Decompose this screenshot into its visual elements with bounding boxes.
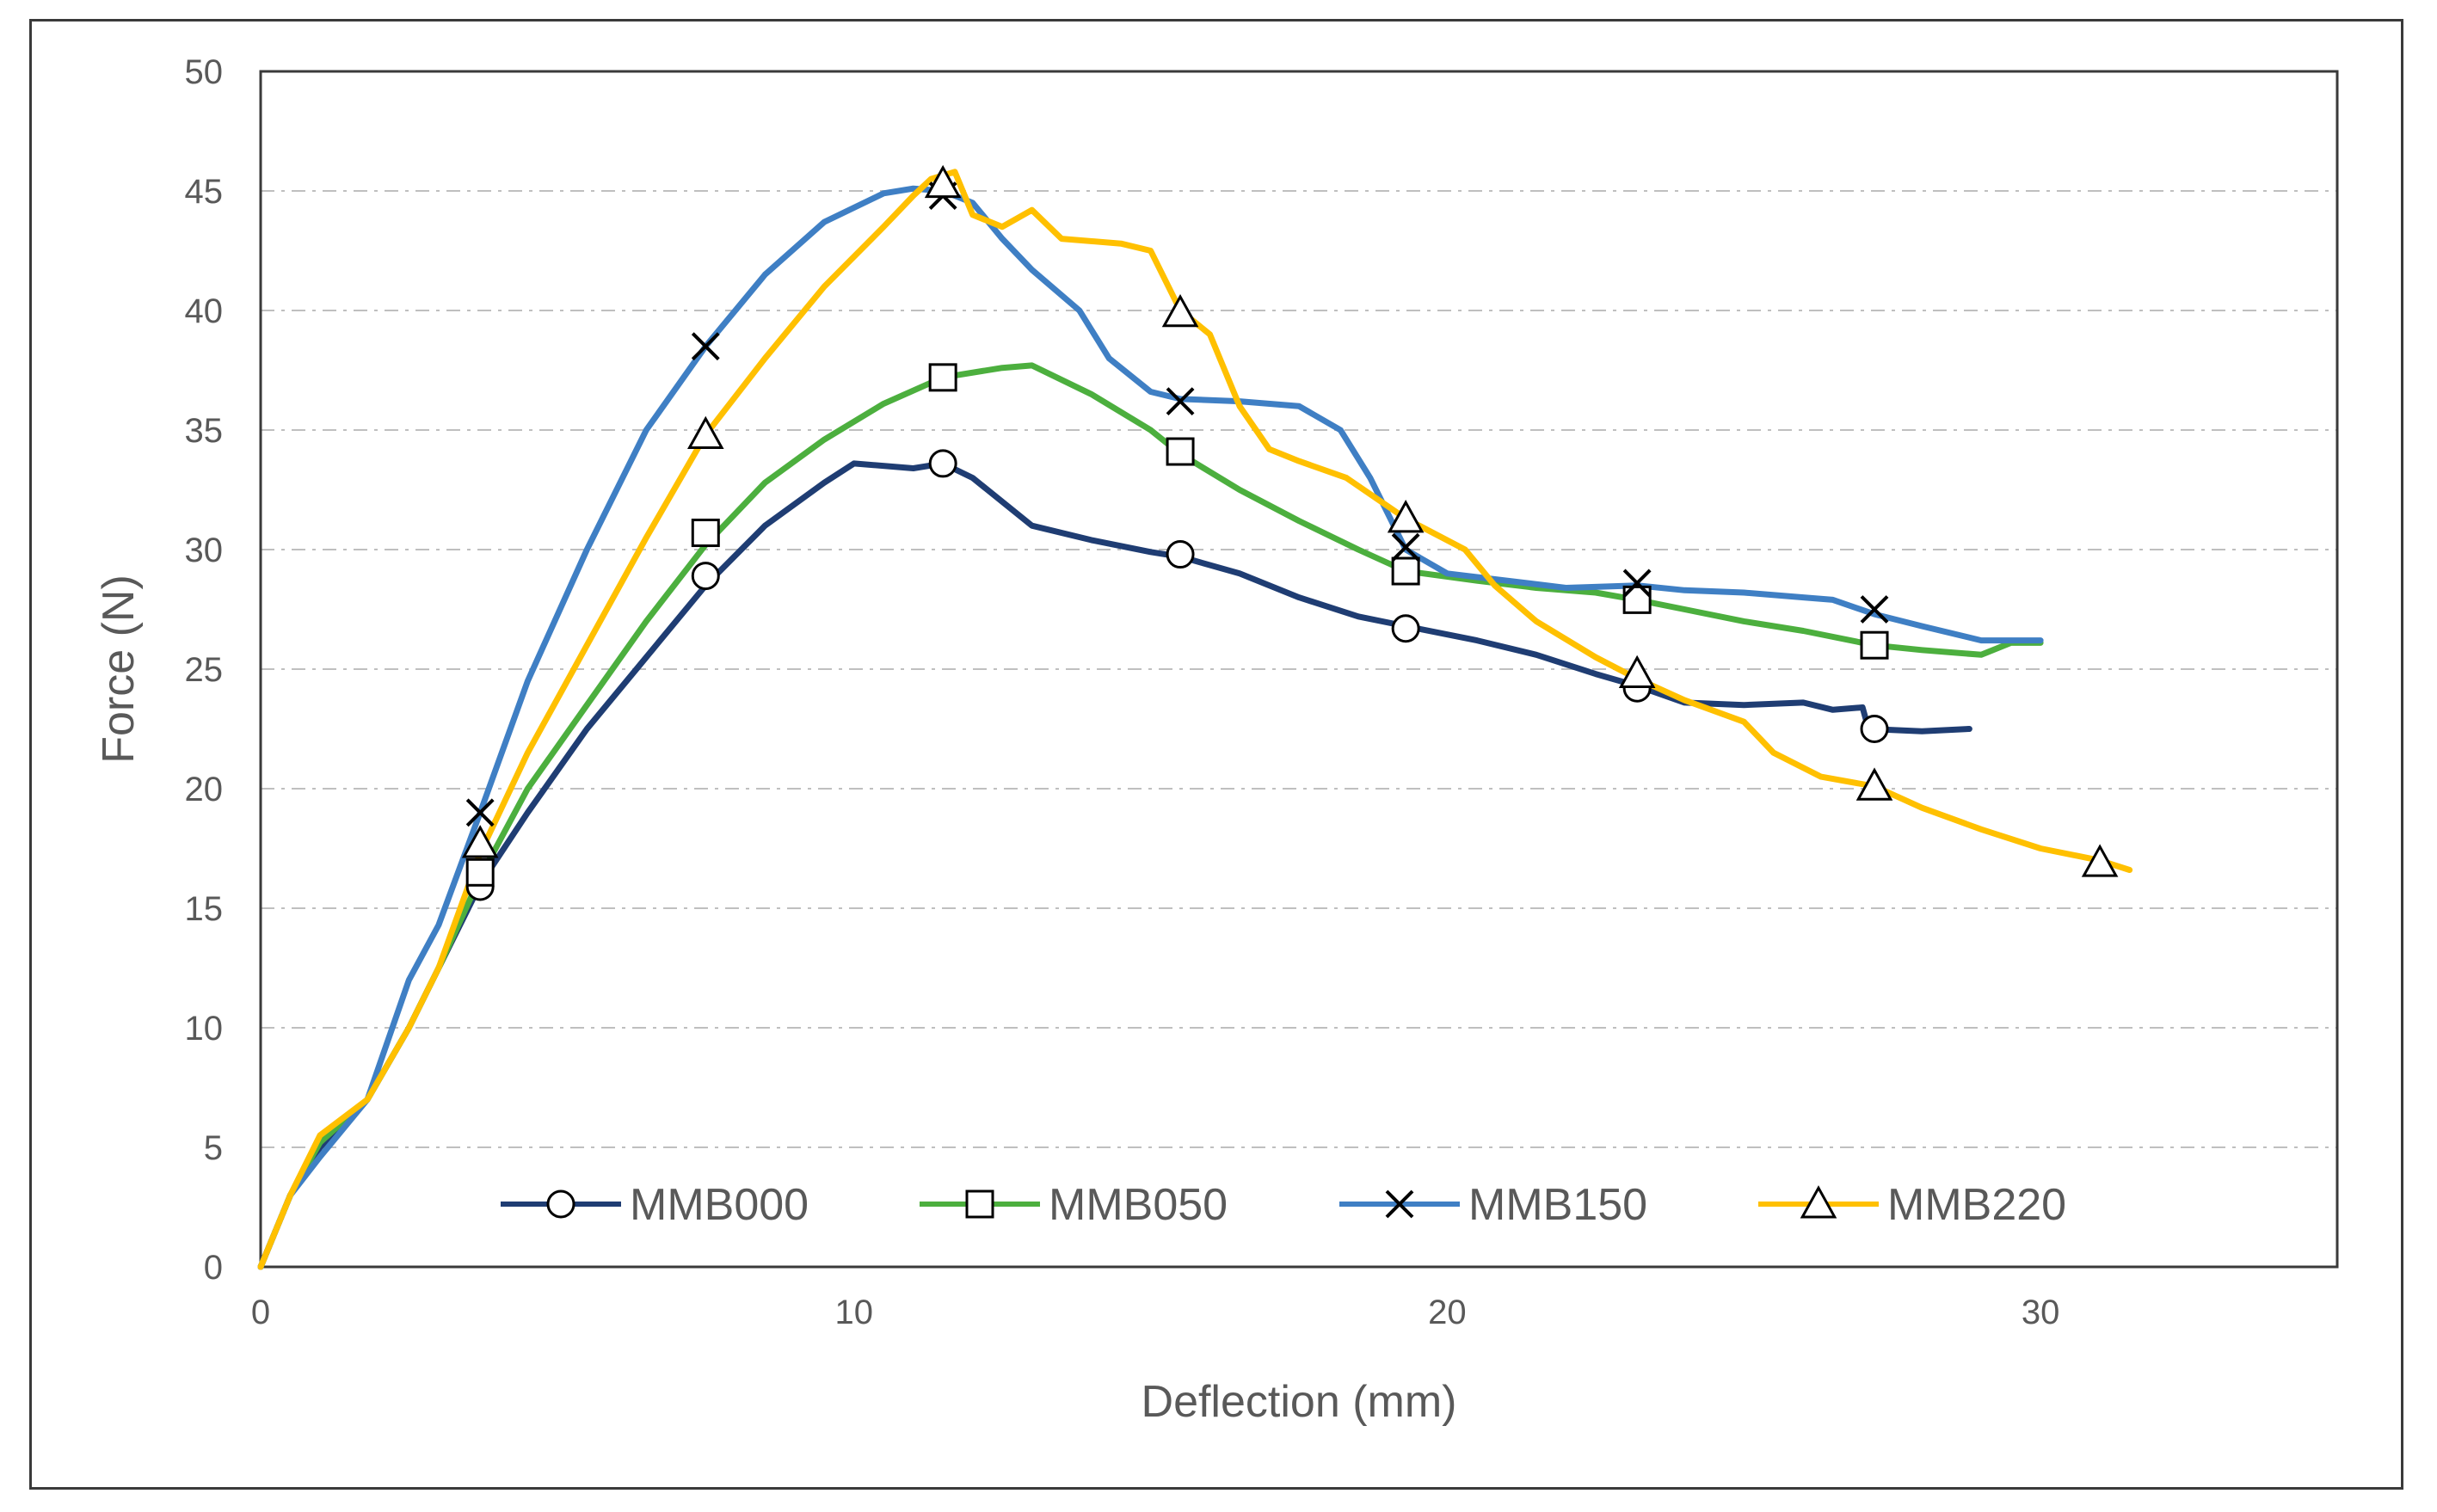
- x-stroke: [1622, 569, 1652, 598]
- data-point-mmb050: [1166, 437, 1195, 466]
- y-tick-label: 50: [185, 53, 224, 91]
- legend-label-mmb220: MMB220: [1887, 1180, 2066, 1230]
- series-line-mmb150: [257, 185, 2044, 1270]
- y-tick-label: 5: [204, 1129, 223, 1167]
- data-point-mmb050: [928, 363, 957, 392]
- data-point-mmb220: [1161, 293, 1199, 328]
- line-chart: 0 5 10 15 20 25 30 35 40 45 50 0 10 20 30 Deflection (…: [94, 53, 2339, 1427]
- data-point-mmb050: [465, 857, 495, 887]
- legend: MMB000 MMB050 MMB150 MMB220: [501, 1180, 2066, 1230]
- series-markers: [461, 164, 2119, 901]
- data-point-mmb150: [1166, 387, 1195, 416]
- data-point-mmb150: [691, 332, 720, 361]
- legend-label-mmb150: MMB150: [1468, 1180, 1647, 1230]
- x-stroke: [1166, 387, 1195, 416]
- x-tick-label: 30: [2022, 1294, 2060, 1331]
- x-tick-label: 0: [251, 1294, 270, 1331]
- data-point-mmb000: [928, 449, 957, 478]
- series-lines: [257, 169, 2133, 1270]
- data-point-mmb150: [465, 798, 495, 827]
- x-axis-title: Deflection (mm): [1142, 1377, 1457, 1427]
- legend-marker-mmb150: [1385, 1189, 1414, 1219]
- x-stroke: [1391, 532, 1420, 562]
- y-tick-label: 0: [204, 1249, 223, 1287]
- data-point-mmb220: [924, 164, 962, 199]
- grid-lines: [261, 190, 2337, 1148]
- data-point-mmb000: [1166, 540, 1195, 569]
- series-line-mmb000: [257, 460, 1972, 1270]
- chart-frame: 0 5 10 15 20 25 30 35 40 45 50 0 10 20 30 Deflection (…: [29, 19, 2403, 1490]
- data-point-mmb000: [1391, 614, 1420, 643]
- series-line-mmb220: [257, 169, 2133, 1270]
- data-point-mmb000: [691, 562, 720, 591]
- x-tick-label: 10: [834, 1294, 873, 1331]
- legend-label-mmb000: MMB000: [630, 1180, 809, 1230]
- data-point-mmb050: [1860, 630, 1889, 660]
- data-point-mmb050: [691, 519, 720, 548]
- y-tick-label: 15: [185, 890, 224, 928]
- x-stroke: [465, 798, 495, 827]
- data-point-mmb220: [461, 825, 499, 858]
- data-point-mmb000: [1860, 715, 1889, 743]
- y-tick-label: 35: [185, 412, 224, 450]
- plot-area: [259, 70, 2339, 1269]
- legend-marker-mmb220: [1800, 1185, 1837, 1219]
- data-point-mmb220: [1387, 500, 1425, 533]
- y-tick-label: 30: [185, 532, 224, 569]
- data-point-mmb220: [1618, 655, 1656, 689]
- data-point-mmb220: [1855, 767, 1893, 801]
- x-stroke: [691, 332, 720, 361]
- data-point-mmb050: [1391, 556, 1420, 586]
- data-point-mmb220: [2081, 844, 2119, 877]
- axis-ticks: 0 5 10 15 20 25 30 35 40 45 50 0 10 20 30: [185, 53, 2060, 1331]
- data-point-mmb150: [1622, 569, 1652, 598]
- y-tick-label: 40: [185, 292, 224, 330]
- data-point-mmb150: [1391, 532, 1420, 562]
- y-tick-label: 45: [185, 173, 224, 211]
- x-tick-label: 20: [1428, 1294, 1467, 1331]
- x-stroke: [1860, 595, 1889, 624]
- data-point-mmb220: [686, 415, 724, 450]
- legend-marker-mmb050: [965, 1189, 994, 1219]
- y-tick-label: 20: [185, 771, 224, 808]
- x-stroke: [1385, 1189, 1414, 1219]
- legend-marker-mmb000: [546, 1189, 575, 1219]
- y-tick-label: 10: [185, 1010, 224, 1048]
- legend-label-mmb050: MMB050: [1049, 1180, 1228, 1230]
- y-tick-label: 25: [185, 651, 224, 689]
- y-axis-title: Force (N): [94, 575, 144, 764]
- data-point-mmb150: [1860, 595, 1889, 624]
